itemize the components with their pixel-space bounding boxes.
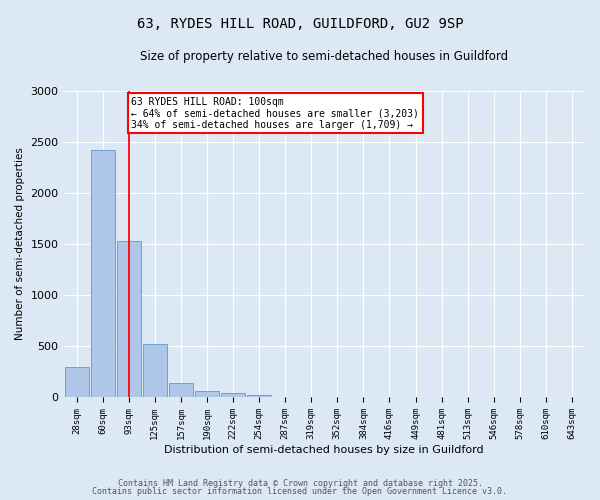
Text: Contains HM Land Registry data © Crown copyright and database right 2025.: Contains HM Land Registry data © Crown c…	[118, 478, 482, 488]
Text: Contains public sector information licensed under the Open Government Licence v3: Contains public sector information licen…	[92, 487, 508, 496]
Bar	[143, 344, 167, 398]
Text: 63 RYDES HILL ROAD: 100sqm
← 64% of semi-detached houses are smaller (3,203)
34%: 63 RYDES HILL ROAD: 100sqm ← 64% of semi…	[131, 96, 419, 130]
Bar	[91, 150, 115, 398]
Bar	[247, 395, 271, 398]
Bar	[273, 397, 297, 398]
Bar	[65, 367, 89, 398]
Text: 63, RYDES HILL ROAD, GUILDFORD, GU2 9SP: 63, RYDES HILL ROAD, GUILDFORD, GU2 9SP	[137, 18, 463, 32]
Bar	[195, 391, 219, 398]
Bar	[169, 383, 193, 398]
Title: Size of property relative to semi-detached houses in Guildford: Size of property relative to semi-detach…	[140, 50, 508, 63]
Bar	[221, 394, 245, 398]
X-axis label: Distribution of semi-detached houses by size in Guildford: Distribution of semi-detached houses by …	[164, 445, 484, 455]
Bar	[117, 241, 141, 398]
Y-axis label: Number of semi-detached properties: Number of semi-detached properties	[15, 148, 25, 340]
